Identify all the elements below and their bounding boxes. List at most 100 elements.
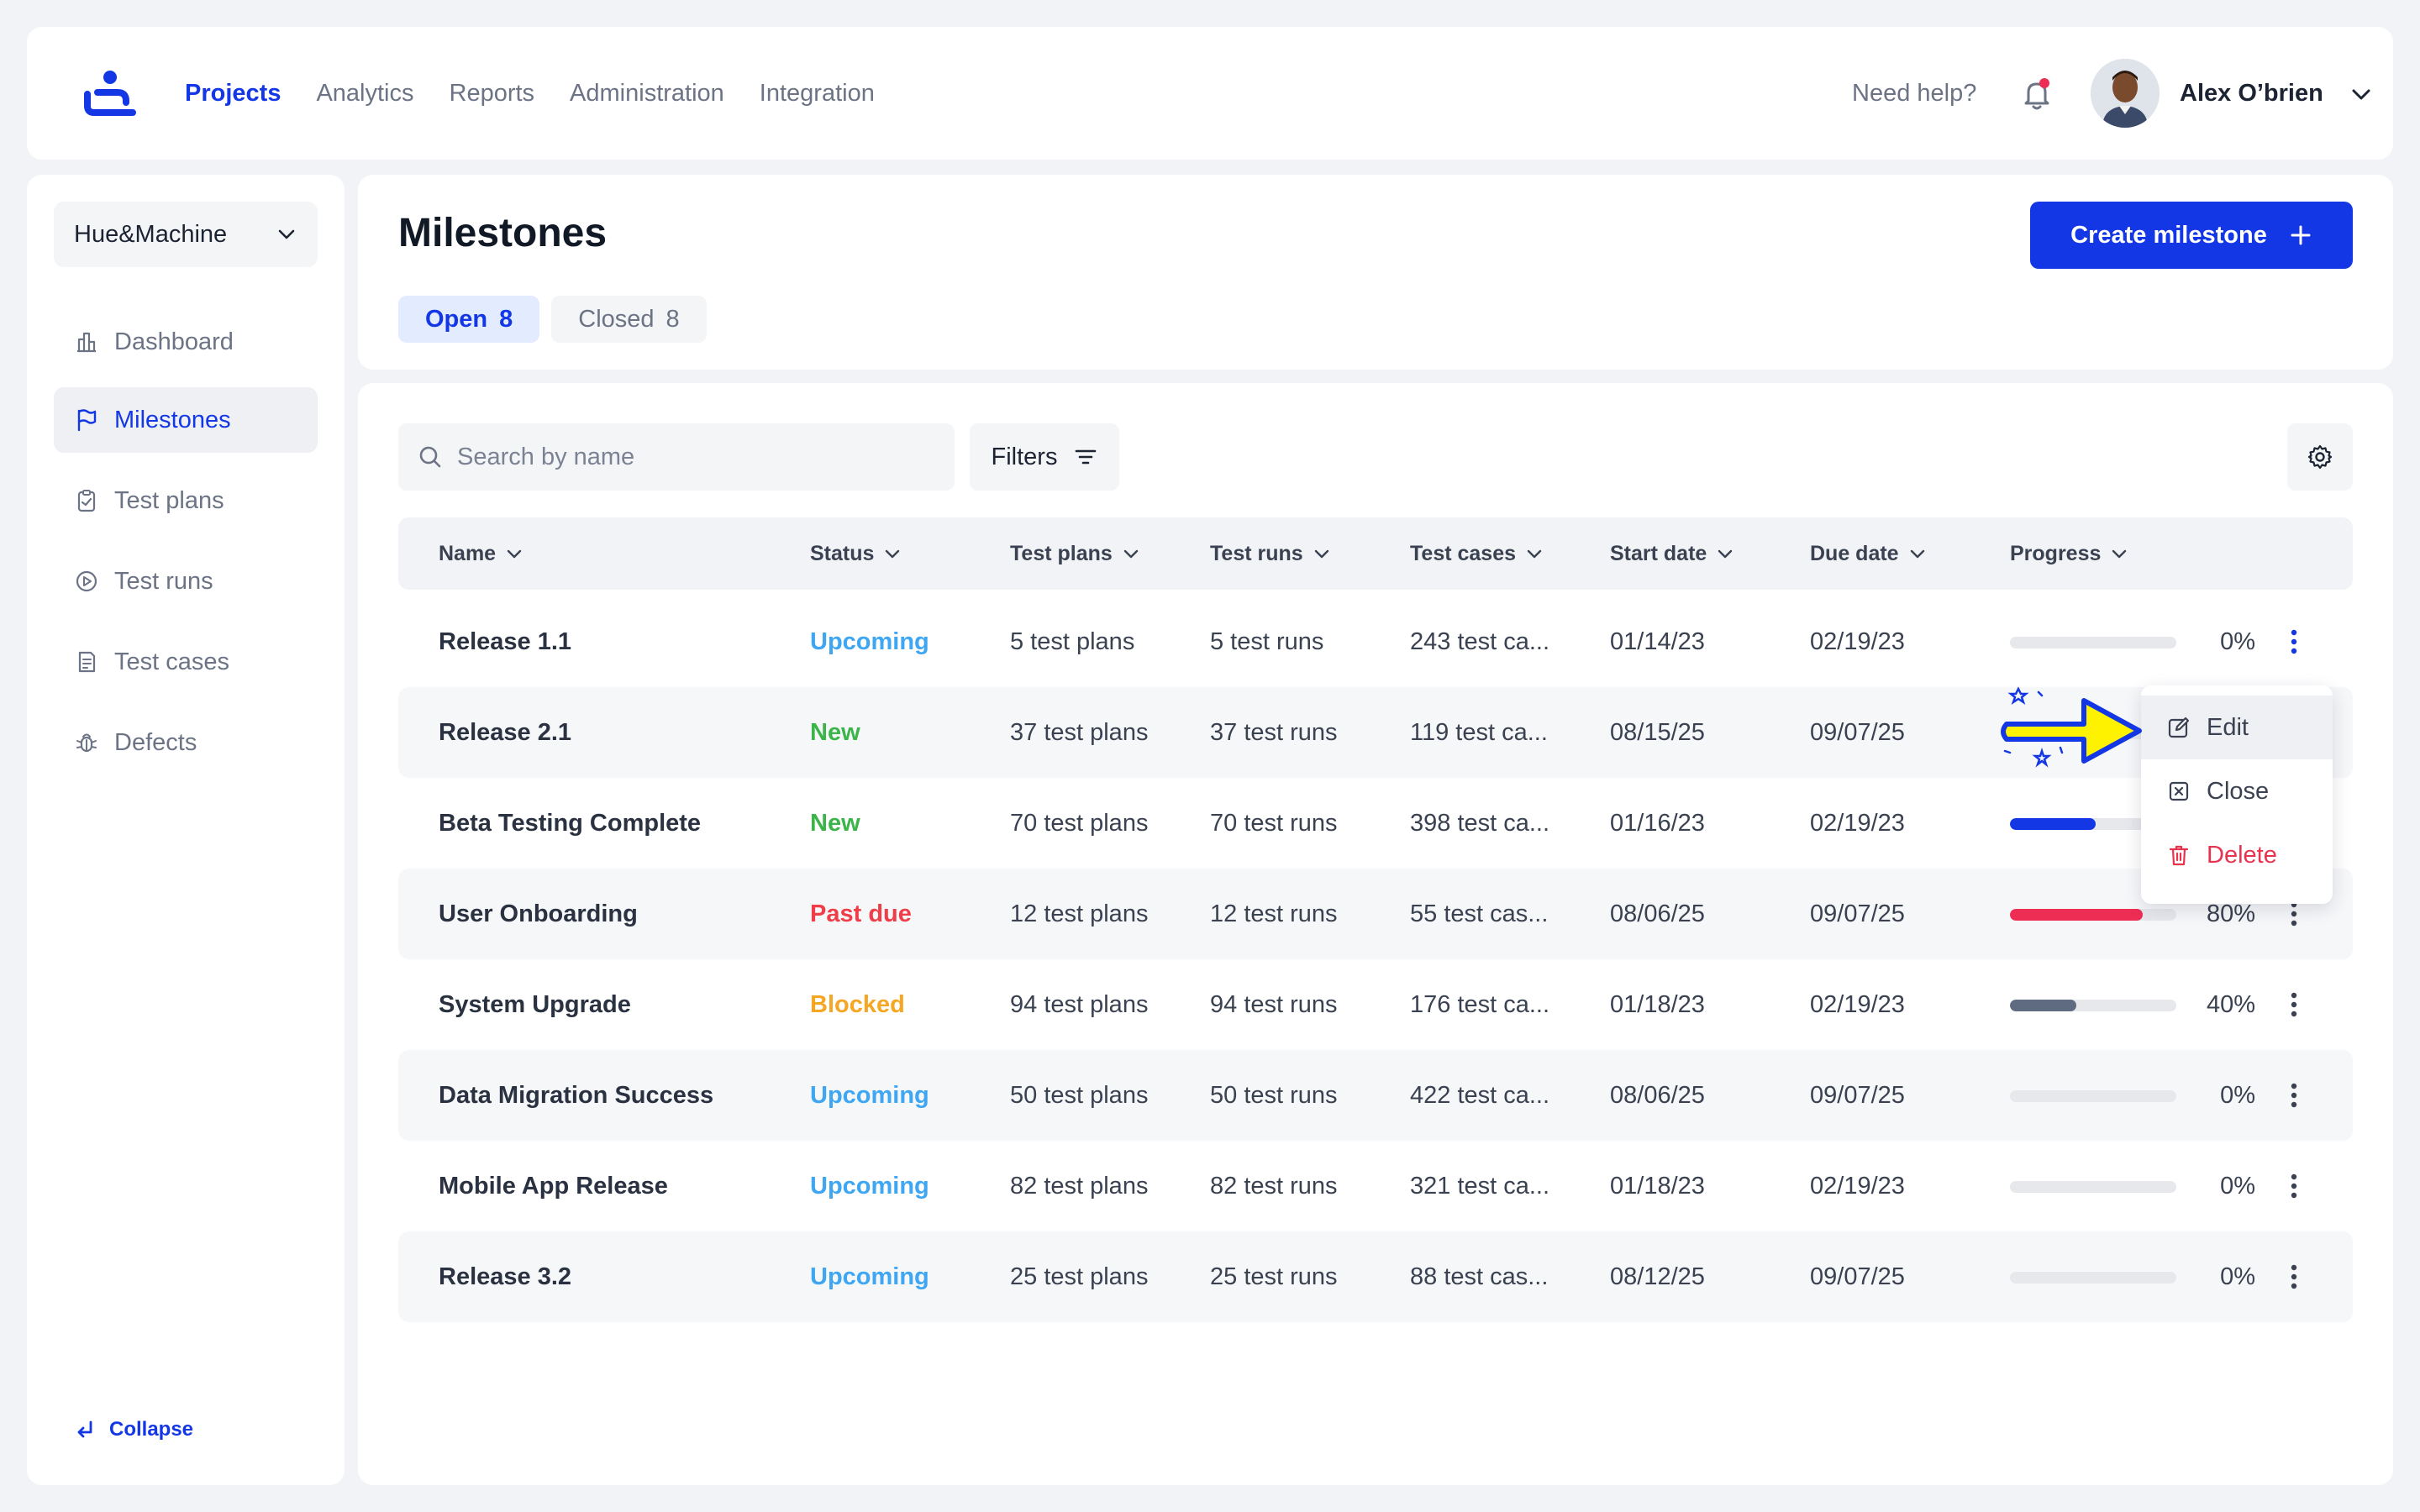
more-vertical-icon[interactable]: [2277, 1169, 2311, 1203]
cell-test-cases: 243 test ca...: [1410, 628, 1550, 655]
table-row[interactable]: Release 1.1 Upcoming 5 test plans 5 test ru…: [398, 596, 2353, 687]
more-vertical-icon[interactable]: [2277, 988, 2311, 1021]
workspace-selector[interactable]: Hue&Machine: [54, 202, 318, 267]
cell-test-runs: 5 test runs: [1210, 628, 1324, 655]
sidebar-item-test-plans[interactable]: Test plans: [54, 468, 318, 533]
cell-status: New: [810, 810, 860, 837]
logo-icon[interactable]: [81, 69, 139, 119]
header-col-start-date[interactable]: Start date: [1610, 517, 1735, 590]
chevron-down-icon[interactable]: [2349, 82, 2373, 106]
header-col-due-date[interactable]: Due date: [1810, 517, 1928, 590]
cell-start-date: 01/18/23: [1610, 991, 1705, 1018]
nav-administration[interactable]: Administration: [570, 79, 724, 107]
header-col-name[interactable]: Name: [439, 517, 524, 590]
sidebar-item-test-runs[interactable]: Test runs: [54, 549, 318, 614]
avatar[interactable]: [2091, 59, 2160, 128]
menu-item-close[interactable]: Close: [2141, 759, 2333, 823]
cell-status: Upcoming: [810, 1082, 929, 1109]
need-help-link[interactable]: Need help?: [1852, 80, 1977, 107]
milestones-table-card: Filters Name Status Test plans Test runs Tes…: [358, 383, 2393, 1485]
cell-status: Past due: [810, 900, 912, 927]
user-name[interactable]: Alex O’brien: [2180, 80, 2323, 107]
cell-status: Upcoming: [810, 628, 929, 655]
filters-button[interactable]: Filters: [970, 423, 1119, 491]
sidebar-item-label: Test runs: [114, 567, 213, 595]
tab-open[interactable]: Open 8: [398, 296, 540, 343]
more-vertical-icon[interactable]: [2277, 625, 2311, 659]
collapse-button[interactable]: Collapse: [74, 1418, 193, 1441]
column-label: Test cases: [1410, 541, 1517, 565]
cell-test-plans: 37 test plans: [1010, 719, 1149, 746]
tab-count: 8: [499, 305, 513, 333]
sidebar-item-dashboard[interactable]: Dashboard: [54, 309, 318, 375]
cell-test-runs: 37 test runs: [1210, 719, 1338, 746]
close-box-icon: [2169, 781, 2189, 801]
flag-icon: [77, 409, 97, 432]
cell-test-cases: 88 test cas...: [1410, 1263, 1549, 1290]
cell-test-cases: 55 test cas...: [1410, 900, 1549, 927]
sidebar-item-label: Dashboard: [114, 328, 234, 355]
table-row[interactable]: User Onboarding Past due 12 test plans 12 t…: [398, 869, 2353, 959]
filters-label: Filters: [991, 443, 1058, 470]
document-icon: [78, 651, 96, 673]
pointer-arrow-icon: [2001, 686, 2142, 768]
collapse-label: Collapse: [109, 1418, 194, 1441]
tab-closed[interactable]: Closed 8: [551, 296, 707, 343]
sidebar-item-defects[interactable]: Defects: [54, 710, 318, 775]
column-label: Due date: [1810, 541, 1899, 565]
tab-count: 8: [666, 305, 680, 333]
header-col-test-runs[interactable]: Test runs: [1210, 517, 1332, 590]
sidebar-item-milestones[interactable]: Milestones: [54, 387, 318, 453]
more-vertical-icon[interactable]: [2277, 1260, 2311, 1294]
cell-due-date: 09/07/25: [1810, 900, 1905, 927]
cell-name: Release 2.1: [439, 719, 572, 746]
table-row[interactable]: Mobile App Release Upcoming 82 test plans 8…: [398, 1141, 2353, 1231]
sidebar-item-label: Test plans: [114, 486, 224, 514]
nav-analytics[interactable]: Analytics: [316, 79, 414, 107]
header-col-progress[interactable]: Progress: [2010, 517, 2129, 590]
progress-bar: [2010, 1090, 2176, 1102]
cell-name: Beta Testing Complete: [439, 810, 702, 837]
sidebar-item-test-cases[interactable]: Test cases: [54, 629, 318, 695]
cell-due-date: 02/19/23: [1810, 1173, 1905, 1200]
header-col-status[interactable]: Status: [810, 517, 902, 590]
cell-start-date: 08/06/25: [1610, 1082, 1705, 1109]
menu-item-delete[interactable]: Delete: [2141, 823, 2333, 887]
create-milestone-label: Create milestone: [2070, 221, 2267, 249]
progress-bar: [2010, 1000, 2176, 1011]
nav-integration[interactable]: Integration: [759, 79, 875, 107]
page-title: Milestones: [398, 211, 608, 255]
table-row[interactable]: Release 3.2 Upcoming 25 test plans 25 test …: [398, 1231, 2353, 1322]
sidebar-item-label: Milestones: [114, 406, 231, 433]
cell-name: System Upgrade: [439, 991, 631, 1018]
top-bar: Projects Analytics Reports Administratio…: [27, 27, 2393, 160]
create-milestone-button[interactable]: Create milestone: [2030, 202, 2353, 269]
chevron-down-icon: [2112, 549, 2127, 559]
progress-percent: 0%: [2220, 1263, 2255, 1290]
column-label: Test plans: [1010, 541, 1113, 565]
cell-test-plans: 82 test plans: [1010, 1173, 1149, 1200]
cell-test-cases: 119 test ca...: [1410, 719, 1548, 746]
more-vertical-icon[interactable]: [2277, 1079, 2311, 1112]
bell-icon[interactable]: [2018, 76, 2055, 113]
cell-status: Blocked: [810, 991, 905, 1018]
table-row[interactable]: System Upgrade Blocked 94 test plans 94 tes…: [398, 959, 2353, 1050]
column-label: Name: [439, 541, 497, 565]
menu-item-label: Edit: [2207, 713, 2249, 741]
table-row[interactable]: Beta Testing Complete New 70 test plans 70 …: [398, 778, 2353, 869]
header-col-test-plans[interactable]: Test plans: [1010, 517, 1141, 590]
cell-due-date: 02/19/23: [1810, 628, 1905, 655]
menu-item-edit[interactable]: Edit: [2141, 696, 2333, 759]
nav-reports[interactable]: Reports: [449, 79, 535, 107]
search-input[interactable]: [457, 443, 928, 471]
progress-percent: 40%: [2206, 991, 2255, 1018]
header-col-test-cases[interactable]: Test cases: [1410, 517, 1544, 590]
progress-fill: [2010, 1000, 2077, 1011]
table-settings-button[interactable]: [2287, 423, 2353, 491]
nav-projects[interactable]: Projects: [185, 79, 281, 107]
chevron-down-icon: [1123, 549, 1138, 559]
menu-item-label: Delete: [2207, 841, 2277, 869]
cell-start-date: 08/15/25: [1610, 719, 1705, 746]
cell-test-runs: 70 test runs: [1210, 810, 1338, 837]
table-row[interactable]: Data Migration Success Upcoming 50 test pl…: [398, 1050, 2353, 1141]
